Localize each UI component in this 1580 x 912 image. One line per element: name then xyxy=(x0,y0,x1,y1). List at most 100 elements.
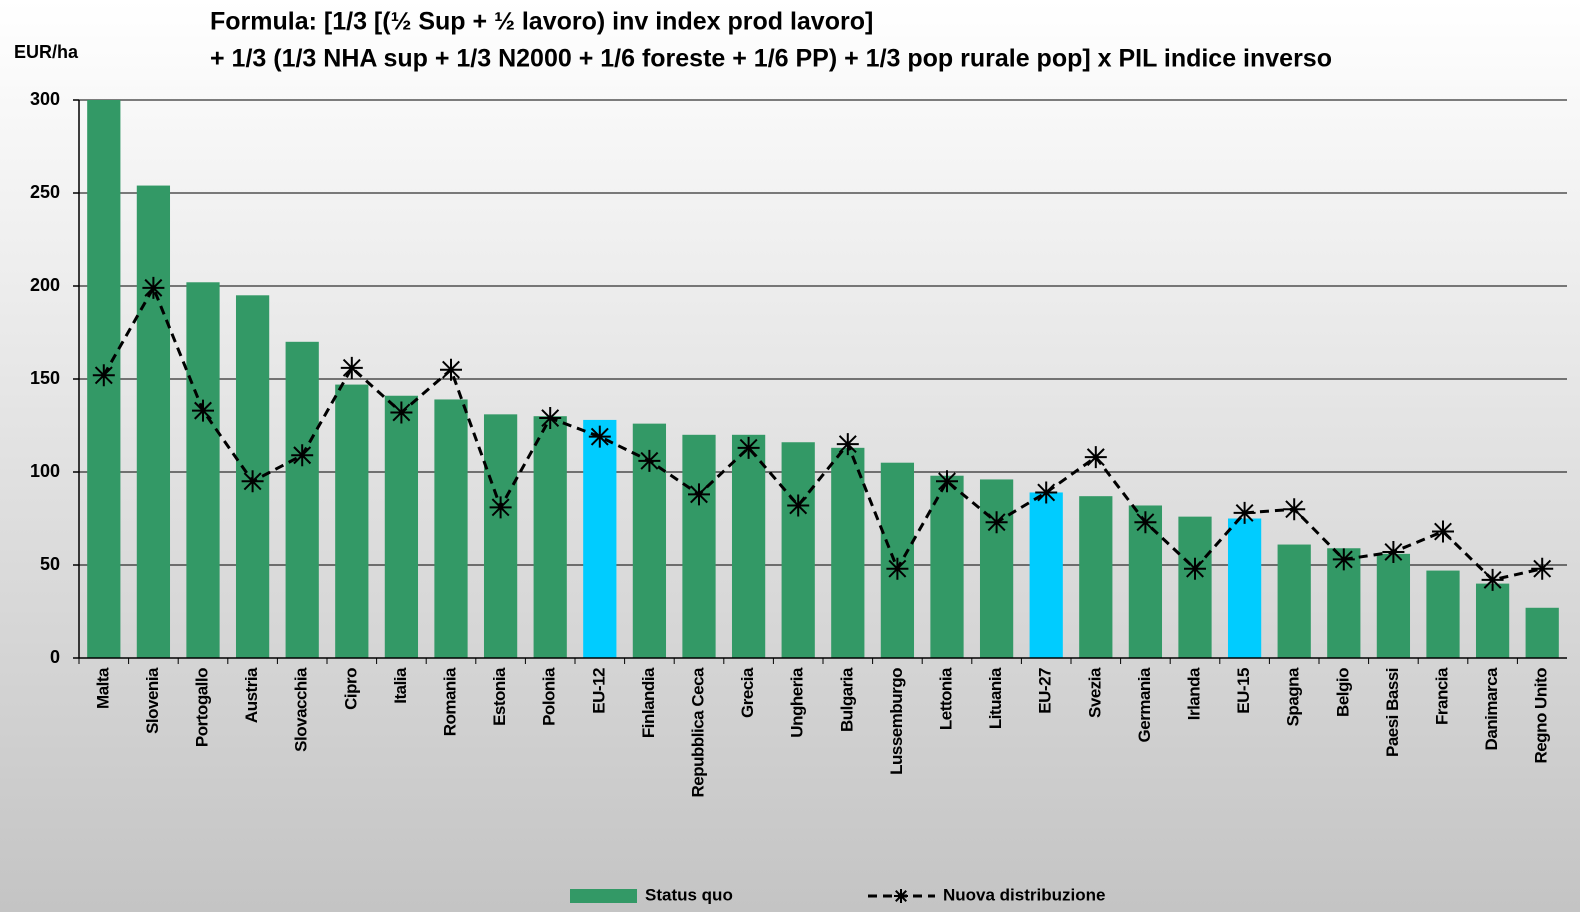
bar xyxy=(831,447,865,658)
marker xyxy=(1432,520,1454,543)
marker xyxy=(688,483,710,506)
marker xyxy=(1184,557,1206,580)
marker xyxy=(985,511,1008,534)
marker xyxy=(539,407,562,430)
bar xyxy=(1376,553,1411,658)
bar xyxy=(384,395,419,658)
marker xyxy=(340,356,363,379)
x-tick-label: Slovacchia xyxy=(292,667,311,752)
marker xyxy=(1283,498,1306,521)
x-tick-label: Austria xyxy=(242,667,261,723)
marker xyxy=(291,444,314,467)
x-tick-label: Paesi Bassi xyxy=(1383,668,1402,757)
marker xyxy=(142,276,165,299)
x-tick-label: Romania xyxy=(440,667,459,736)
y-tick-label: 200 xyxy=(30,275,60,295)
x-tick-label: EU-12 xyxy=(589,668,608,714)
marker xyxy=(92,364,115,387)
bar xyxy=(1079,496,1113,658)
bar xyxy=(136,185,171,658)
x-tick-label: Belgio xyxy=(1333,668,1352,717)
bar xyxy=(1227,518,1262,658)
x-tick-label: Lussemburgo xyxy=(887,668,906,775)
x-tick-label: Spagna xyxy=(1284,667,1303,726)
marker xyxy=(737,436,760,459)
line xyxy=(102,284,1543,582)
bar xyxy=(583,419,617,658)
x-tick-label: Lettonia xyxy=(936,667,955,730)
y-tick-label: 100 xyxy=(30,461,60,481)
x-tick-label: Svezia xyxy=(1085,667,1104,718)
marker xyxy=(1035,481,1058,504)
bar xyxy=(335,384,369,658)
marker xyxy=(936,470,958,493)
x-tick-label: Francia xyxy=(1432,667,1451,725)
marker xyxy=(390,401,413,424)
marker xyxy=(836,433,859,456)
y-axis-label: EUR/ha xyxy=(14,42,79,62)
marker xyxy=(1233,501,1256,524)
bar xyxy=(1426,570,1460,658)
x-tick-label: Italia xyxy=(391,667,410,704)
bar xyxy=(434,399,468,658)
chart-title: + 1/3 (1/3 NHA sup + 1/3 N2000 + 1/6 for… xyxy=(210,45,1332,73)
x-tick-label: Polonia xyxy=(540,667,559,726)
bar xyxy=(731,434,766,658)
x-tick-label: EU-15 xyxy=(1234,668,1253,714)
marker xyxy=(1531,557,1554,580)
bar xyxy=(1178,516,1212,658)
x-tick-label: EU-27 xyxy=(1036,668,1055,714)
marker xyxy=(787,494,810,517)
x-tick-label: Bulgaria xyxy=(837,667,856,732)
marker xyxy=(241,470,264,493)
legend-marker xyxy=(894,889,908,903)
bar xyxy=(483,414,518,658)
marker xyxy=(1134,511,1157,534)
bar xyxy=(1029,492,1063,658)
y-tick-label: 0 xyxy=(50,647,60,667)
bar xyxy=(285,341,319,658)
x-tick-label: Malta xyxy=(93,667,112,709)
x-tick-label: Cipro xyxy=(341,668,360,710)
y-tick-label: 300 xyxy=(30,89,60,109)
bar xyxy=(1475,583,1510,658)
marker xyxy=(638,449,661,472)
x-tick-label: Lituania xyxy=(986,667,1005,729)
bar xyxy=(1277,544,1311,658)
x-tick-label: Portogallo xyxy=(192,668,211,747)
legend-label: Status quo xyxy=(645,885,733,904)
x-tick-label: Irlanda xyxy=(1184,667,1203,720)
bar xyxy=(186,282,220,658)
x-tick-label: Danimarca xyxy=(1482,667,1501,750)
marker xyxy=(1481,568,1504,591)
marker xyxy=(1084,446,1107,469)
x-tick-label: Estonia xyxy=(490,667,509,726)
legend-label: Nuova distribuzione xyxy=(943,885,1105,904)
marker xyxy=(1332,548,1355,571)
y-tick-label: 150 xyxy=(30,368,60,388)
bar xyxy=(682,434,716,658)
legend-swatch xyxy=(570,889,637,903)
bar xyxy=(533,416,567,658)
y-tick-label: 250 xyxy=(30,182,60,202)
x-tick-label: Repubblica Ceca xyxy=(688,667,707,798)
chart-title: Formula: [1/3 [(½ Sup + ½ lavoro) inv in… xyxy=(210,8,873,36)
x-tick-label: Germania xyxy=(1135,667,1154,742)
bar xyxy=(1525,607,1559,658)
x-tick-label: Slovenia xyxy=(143,667,162,734)
marker xyxy=(1382,540,1405,563)
x-tick-label: Ungheria xyxy=(788,667,807,738)
x-tick-label: Regno Unito xyxy=(1532,668,1551,764)
marker xyxy=(192,399,214,422)
marker xyxy=(440,358,462,381)
marker xyxy=(588,425,611,448)
bar xyxy=(930,475,964,658)
y-tick-label: 50 xyxy=(40,554,60,574)
bar xyxy=(781,442,815,658)
x-tick-label: Grecia xyxy=(738,667,757,718)
bar xyxy=(979,479,1014,658)
marker xyxy=(886,557,909,580)
marker xyxy=(489,496,512,519)
x-tick-label: Finlandia xyxy=(639,667,658,738)
